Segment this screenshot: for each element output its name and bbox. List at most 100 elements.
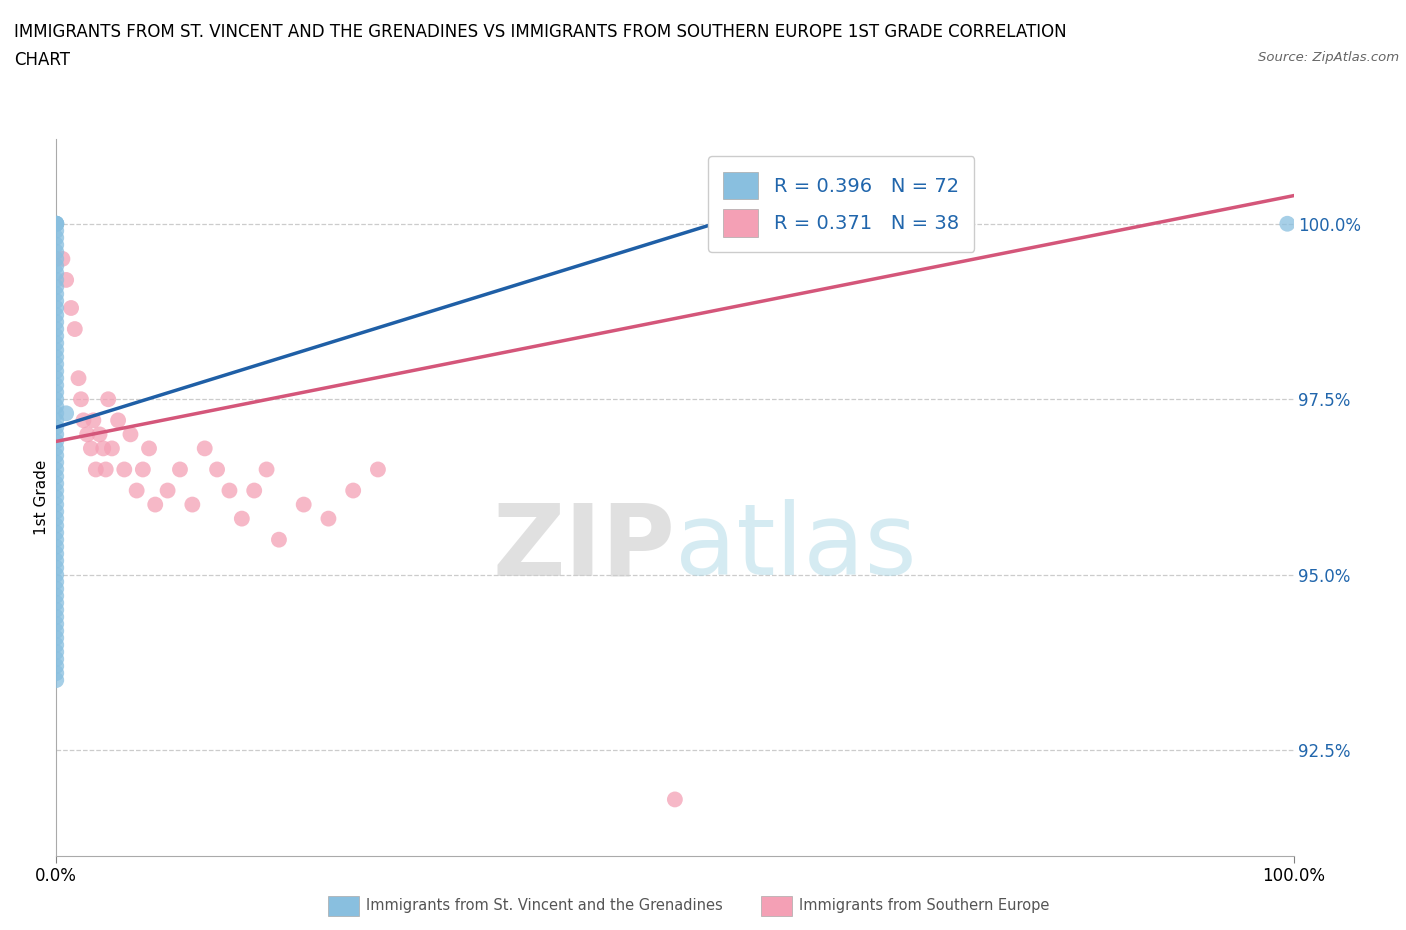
Point — [169, 462, 191, 477]
Point — [45, 553, 67, 568]
Point — [45, 581, 67, 596]
Point — [45, 617, 67, 631]
Point — [45, 623, 67, 638]
Point — [664, 792, 686, 807]
Point — [132, 462, 155, 477]
Point — [97, 392, 120, 406]
Point — [89, 427, 111, 442]
Text: Source: ZipAtlas.com: Source: ZipAtlas.com — [1258, 51, 1399, 64]
Point — [45, 314, 67, 329]
Point — [45, 300, 67, 315]
Point — [45, 217, 67, 232]
Point — [82, 413, 104, 428]
Point — [156, 483, 179, 498]
Point — [112, 462, 135, 477]
Point — [45, 223, 67, 238]
Point — [45, 392, 67, 406]
Point — [45, 350, 67, 365]
Point — [231, 512, 253, 526]
Point — [84, 462, 107, 477]
Point — [107, 413, 129, 428]
Point — [45, 595, 67, 610]
Point — [45, 231, 67, 246]
Point — [45, 217, 67, 232]
Point — [267, 532, 290, 547]
Point — [45, 217, 67, 232]
Y-axis label: 1st Grade: 1st Grade — [34, 459, 49, 536]
Point — [45, 413, 67, 428]
Point — [45, 560, 67, 575]
Point — [45, 512, 67, 526]
Point — [45, 658, 67, 673]
Point — [45, 259, 67, 273]
Point — [45, 322, 67, 337]
Point — [45, 518, 67, 533]
Point — [51, 251, 73, 266]
Text: CHART: CHART — [14, 51, 70, 69]
Point — [45, 217, 67, 232]
Point — [256, 462, 278, 477]
Point — [45, 434, 67, 449]
Point — [45, 385, 67, 400]
Point — [45, 342, 67, 357]
Point — [45, 328, 67, 343]
Point — [181, 498, 204, 512]
Point — [45, 532, 67, 547]
Point — [45, 469, 67, 484]
Point — [45, 371, 67, 386]
Point — [45, 490, 67, 505]
Point — [45, 603, 67, 618]
Point — [45, 448, 67, 463]
Point — [292, 498, 315, 512]
Point — [45, 405, 67, 420]
Point — [367, 462, 389, 477]
Point — [45, 280, 67, 295]
Point — [94, 462, 117, 477]
Point — [45, 308, 67, 323]
Point — [243, 483, 266, 498]
Point — [80, 441, 103, 456]
Point — [45, 217, 67, 232]
Point — [45, 483, 67, 498]
Text: ZIP: ZIP — [492, 499, 675, 596]
Text: Immigrants from St. Vincent and the Grenadines: Immigrants from St. Vincent and the Gren… — [367, 898, 723, 913]
Point — [45, 504, 67, 519]
Point — [45, 539, 67, 554]
Point — [45, 399, 67, 414]
Point — [55, 272, 77, 287]
Point — [45, 589, 67, 604]
Point — [45, 357, 67, 372]
Point — [55, 405, 77, 420]
Point — [125, 483, 148, 498]
Point — [72, 413, 94, 428]
Point — [91, 441, 114, 456]
Point — [60, 300, 83, 315]
Point — [45, 462, 67, 477]
Point — [1277, 217, 1299, 232]
Legend: R = 0.396   N = 72, R = 0.371   N = 38: R = 0.396 N = 72, R = 0.371 N = 38 — [707, 156, 974, 252]
Point — [45, 364, 67, 379]
Point — [63, 322, 86, 337]
Point — [45, 672, 67, 687]
Text: Immigrants from Southern Europe: Immigrants from Southern Europe — [800, 898, 1050, 913]
Point — [45, 294, 67, 309]
Point — [45, 427, 67, 442]
Point — [45, 546, 67, 561]
Text: atlas: atlas — [675, 499, 917, 596]
Point — [45, 575, 67, 590]
Point — [45, 609, 67, 624]
Point — [194, 441, 217, 456]
Point — [45, 245, 67, 259]
Point — [45, 525, 67, 540]
Point — [45, 666, 67, 681]
Point — [45, 336, 67, 351]
Point — [45, 237, 67, 252]
Point — [101, 441, 124, 456]
Point — [76, 427, 98, 442]
Point — [45, 644, 67, 659]
Point — [45, 567, 67, 582]
Point — [45, 286, 67, 301]
Point — [45, 652, 67, 667]
Point — [45, 455, 67, 470]
Point — [45, 265, 67, 280]
